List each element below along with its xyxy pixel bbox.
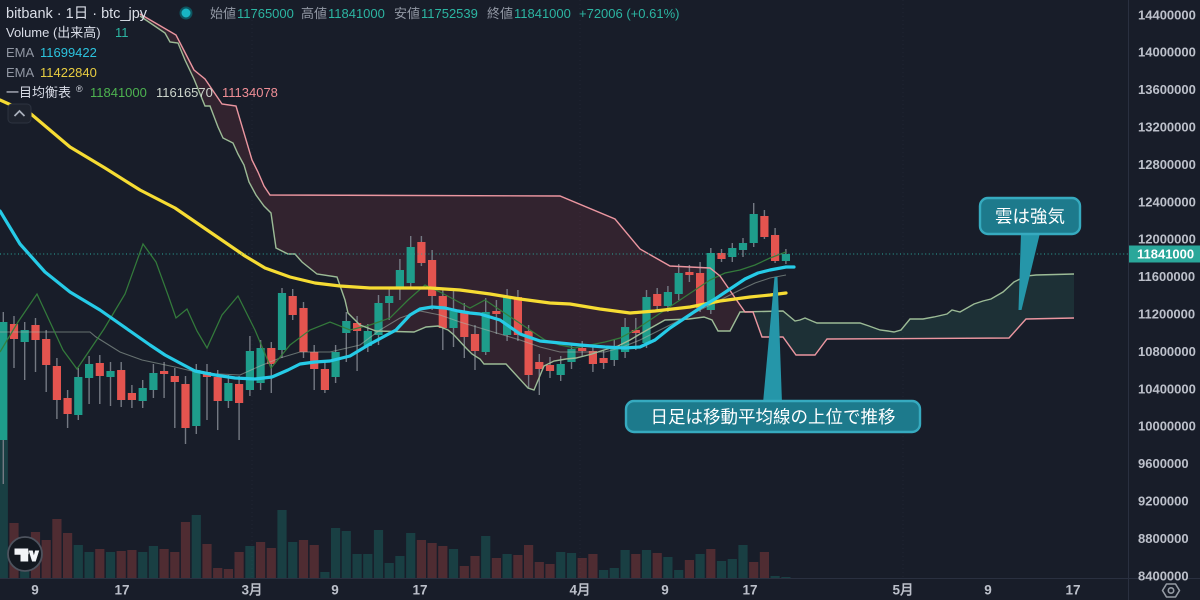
svg-text:Volume (出来高): Volume (出来高)	[6, 25, 101, 40]
svg-text:9: 9	[984, 583, 992, 598]
svg-text:9: 9	[661, 583, 669, 598]
svg-text:14400000: 14400000	[1138, 7, 1196, 22]
svg-text:始値: 始値	[210, 6, 236, 21]
svg-text:®: ®	[76, 84, 83, 94]
svg-text:11765000: 11765000	[237, 6, 294, 21]
svg-text:日足は移動平均線の上位で推移: 日足は移動平均線の上位で推移	[651, 407, 896, 427]
svg-text:9200000: 9200000	[1138, 494, 1189, 509]
svg-text:10000000: 10000000	[1138, 419, 1196, 434]
svg-text:9: 9	[31, 583, 39, 598]
svg-text:11841000: 11841000	[90, 85, 147, 100]
svg-text:11422840: 11422840	[40, 65, 97, 80]
svg-text:11600000: 11600000	[1138, 269, 1195, 284]
svg-text:11841000: 11841000	[514, 6, 571, 21]
svg-text:11752539: 11752539	[421, 6, 478, 21]
svg-text:17: 17	[742, 583, 757, 598]
svg-text:11616570: 11616570	[156, 85, 213, 100]
svg-text:17: 17	[1065, 583, 1080, 598]
svg-text:12000000: 12000000	[1138, 232, 1196, 247]
svg-text:8800000: 8800000	[1138, 531, 1189, 546]
svg-text:終値: 終値	[487, 6, 513, 21]
svg-text:4月: 4月	[569, 583, 590, 598]
svg-text:12400000: 12400000	[1138, 194, 1196, 209]
svg-text:雲は強気: 雲は強気	[995, 207, 1065, 227]
svg-text:9: 9	[331, 583, 339, 598]
svg-text:11699422: 11699422	[40, 45, 97, 60]
svg-text:+72006 (+0.61%): +72006 (+0.61%)	[579, 6, 679, 21]
svg-text:11134078: 11134078	[222, 85, 278, 100]
svg-text:11200000: 11200000	[1138, 307, 1195, 322]
svg-text:EMA: EMA	[6, 45, 35, 60]
svg-text:13600000: 13600000	[1138, 82, 1196, 97]
svg-text:10800000: 10800000	[1138, 344, 1196, 359]
svg-text:10400000: 10400000	[1138, 381, 1196, 396]
svg-text:17: 17	[114, 583, 129, 598]
svg-text:3月: 3月	[241, 583, 262, 598]
svg-text:一目均衡表: 一目均衡表	[6, 85, 71, 100]
svg-text:11841000: 11841000	[328, 6, 385, 21]
svg-text:8400000: 8400000	[1138, 568, 1189, 583]
svg-text:14000000: 14000000	[1138, 45, 1196, 60]
svg-text:11841000: 11841000	[1137, 247, 1194, 262]
svg-text:安値: 安値	[394, 6, 420, 21]
svg-text:17: 17	[412, 583, 427, 598]
svg-text:EMA: EMA	[6, 65, 35, 80]
svg-text:9600000: 9600000	[1138, 456, 1189, 471]
svg-text:高値: 高値	[301, 6, 327, 21]
svg-text:5月: 5月	[892, 583, 913, 598]
svg-text:bitbank · 1日 · btc_jpy: bitbank · 1日 · btc_jpy	[6, 6, 148, 22]
svg-text:13200000: 13200000	[1138, 120, 1196, 135]
svg-text:12800000: 12800000	[1138, 157, 1196, 172]
svg-text:11: 11	[115, 25, 129, 40]
